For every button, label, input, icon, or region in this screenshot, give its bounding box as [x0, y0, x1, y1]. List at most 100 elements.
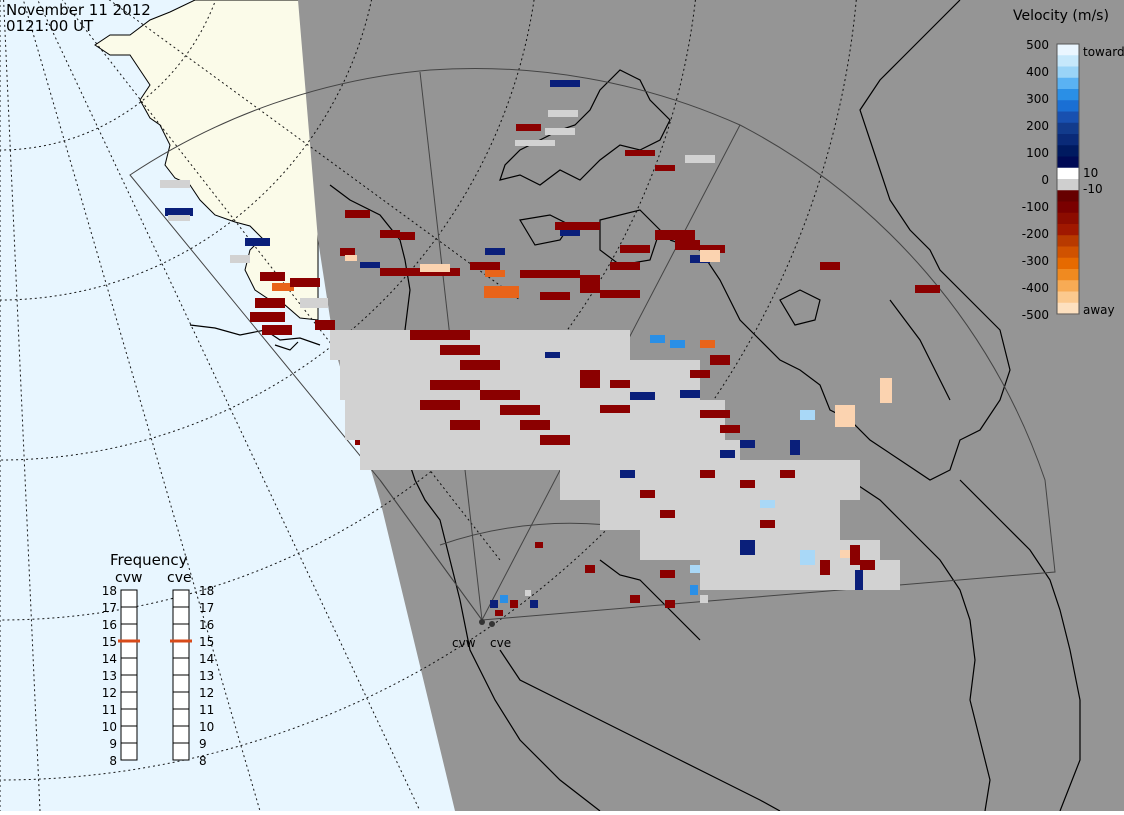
frequency-cell [172, 640, 190, 659]
frequency-level-label: 10 [102, 720, 117, 734]
velocity-tick-label: 300 [1026, 92, 1049, 106]
scatter-cell [460, 360, 500, 370]
scatter-cell [255, 298, 285, 308]
scatter-cell [360, 262, 380, 268]
velocity-colorbar [1057, 44, 1079, 315]
scatter-cell [262, 325, 292, 335]
scatter-cell [430, 380, 480, 390]
velocity-colorbar-frame [1056, 43, 1080, 315]
radar-site-label-cvw: cvw [452, 636, 476, 650]
radar-sites: cvw cve [452, 619, 511, 650]
scatter-cell [245, 238, 270, 246]
frequency-level-label: 9 [199, 737, 207, 751]
frequency-cell [172, 708, 190, 727]
colorbar-swatch [1057, 190, 1079, 203]
scatter-cell [495, 610, 503, 616]
frequency-cell [172, 623, 190, 642]
colorbar-swatch [1057, 55, 1079, 68]
scatter-cell [610, 380, 630, 388]
scatter-cell [168, 215, 190, 221]
scatter-cell [545, 128, 575, 135]
scatter-cell [700, 245, 725, 253]
scatter-cell [710, 355, 730, 365]
scatter-cell [880, 378, 892, 403]
scatter-cell [480, 390, 520, 400]
scatter-cell [500, 405, 540, 415]
scatter-cell [720, 450, 735, 458]
velocity-tick-label: 400 [1026, 65, 1049, 79]
scatter-cell [345, 255, 357, 261]
scatter-cell [620, 470, 635, 478]
frequency-level-label: 9 [109, 737, 117, 751]
scatter-cell [560, 460, 860, 500]
colorbar-swatch [1057, 167, 1079, 180]
scatter-cell [440, 345, 480, 355]
scatter-cell [800, 410, 815, 420]
colorbar-swatch [1057, 89, 1079, 101]
scatter-cell [680, 390, 700, 398]
frequency-level-label: 16 [102, 618, 117, 632]
colorbar-swatch [1057, 269, 1079, 281]
scatter-cell [630, 392, 655, 400]
colorbar-swatch [1057, 201, 1079, 214]
velocity-tick-label: -200 [1022, 227, 1049, 241]
colorbar-swatch [1057, 235, 1079, 248]
colorbar-swatch [1057, 156, 1079, 169]
frequency-level-label: 16 [199, 618, 214, 632]
scatter-cell [675, 240, 700, 250]
velocity-ten-label: 10 [1083, 166, 1098, 180]
colorbar-swatch [1057, 77, 1079, 90]
scatter-cell [760, 500, 775, 508]
colorbar-swatch [1057, 291, 1079, 304]
frequency-cell [120, 691, 138, 710]
radar-site-cvw [479, 619, 485, 625]
scatter-cell [450, 420, 480, 430]
backscatter-cells [160, 80, 940, 616]
date-label: November 11 2012 [6, 1, 151, 19]
scatter-cell [600, 500, 840, 530]
frequency-cell [172, 657, 190, 676]
scatter-cell [530, 600, 538, 608]
scatter-cell [272, 283, 294, 291]
scatter-cell [290, 278, 320, 287]
frequency-cell [120, 640, 138, 659]
scatter-cell [780, 470, 795, 478]
scatter-cell [740, 480, 755, 488]
frequency-level-label: 12 [102, 686, 117, 700]
scatter-cell [700, 470, 715, 478]
scatter-cell [690, 370, 710, 378]
velocity-tick-label: -100 [1022, 200, 1049, 214]
colorbar-swatch [1057, 122, 1079, 135]
velocity-tick-label: -500 [1022, 308, 1049, 322]
frequency-level-label: 11 [199, 703, 214, 717]
velocity-legend-title: Velocity (m/s) [1013, 8, 1109, 24]
scatter-cell [625, 150, 655, 156]
scatter-cell [650, 335, 665, 343]
colorbar-swatch [1057, 44, 1079, 56]
scatter-cell [555, 222, 600, 230]
scatter-cell [540, 292, 570, 300]
scatter-cell [685, 155, 715, 163]
velocity-tick-label: -300 [1022, 254, 1049, 268]
scatter-cell [585, 565, 595, 573]
frequency-cell [120, 725, 138, 744]
scatter-cell [490, 600, 498, 608]
scatter-cell [690, 585, 698, 595]
scatter-cell [520, 420, 550, 430]
frequency-level-label: 17 [102, 601, 117, 615]
colorbar-swatch [1057, 179, 1079, 191]
scatter-cell [540, 435, 570, 445]
scatter-cell [485, 248, 505, 255]
scatter-cell [230, 255, 250, 263]
frequency-cell [120, 742, 138, 761]
radar-site-cve [489, 621, 495, 627]
velocity-legend: Velocity (m/s) 500 400 300 200 100 0 -100 -200 -… [1013, 8, 1124, 322]
frequency-level-label: 18 [199, 584, 214, 598]
scatter-cell [380, 230, 400, 238]
scatter-cell [700, 250, 720, 262]
frequency-level-label: 13 [102, 669, 117, 683]
scatter-cell [548, 110, 578, 117]
frequency-level-label: 12 [199, 686, 214, 700]
scatter-cell [860, 560, 875, 570]
scatter-cell [655, 165, 675, 171]
